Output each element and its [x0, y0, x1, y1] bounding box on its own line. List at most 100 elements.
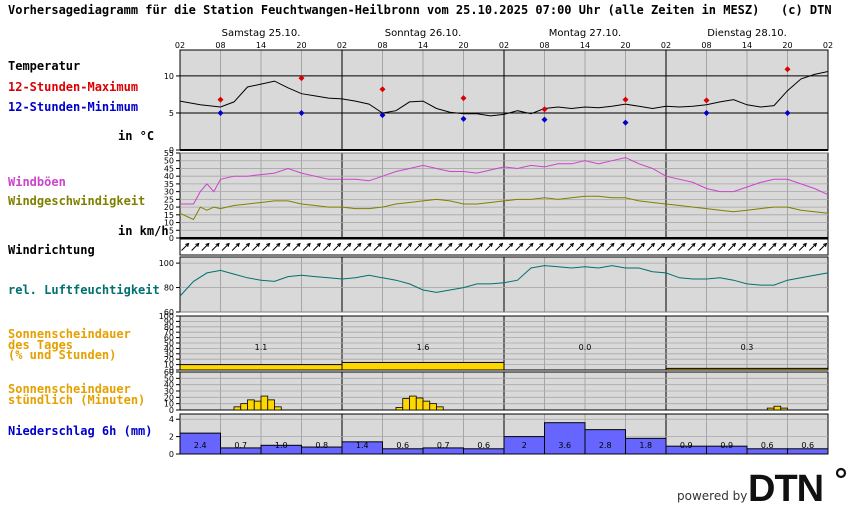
precip-value: 2.4: [194, 441, 207, 450]
sun-hourly-axis-tick-label: 50: [164, 374, 174, 383]
wind-direction-arrow: [596, 242, 605, 251]
hour-tick-label: 02: [175, 41, 185, 50]
hour-tick-label: 02: [499, 41, 509, 50]
wind-direction-arrow: [272, 242, 281, 251]
precip-bar: [584, 429, 626, 455]
sun-hourly-axis-tick-label: 60: [164, 368, 174, 377]
precip-value: 0.9: [720, 441, 733, 450]
hour-tick-label: 14: [418, 41, 428, 50]
wind-axis-tick-label: 35: [164, 180, 174, 189]
wind-direction-arrow: [434, 242, 443, 251]
sun-hourly-bar: [766, 407, 775, 411]
hour-tick-label: 08: [215, 41, 225, 50]
hour-tick-label: 02: [823, 41, 833, 50]
sun-hourly-axis-tick-label: 0: [169, 406, 174, 415]
sun-hourly-bar: [409, 395, 417, 411]
sun-daily-label-2: des Tages: [8, 338, 74, 352]
wind-axis-tick-label: 20: [164, 203, 174, 212]
hour-tick-label: 14: [742, 41, 752, 50]
wind-direction-arrow: [788, 242, 797, 251]
sun-daily-axis-tick-label: 30: [164, 350, 174, 359]
wind-direction-arrow: [768, 242, 777, 251]
min-temp-label: 12-Stunden-Minimum: [8, 100, 139, 114]
hour-tick-label: 14: [580, 41, 590, 50]
wind-direction-arrow: [333, 242, 342, 251]
precip-label: Niederschlag 6h (mm): [8, 424, 153, 438]
wind-direction-arrow: [302, 242, 311, 251]
wind-direction-arrow: [636, 242, 645, 251]
wind-direction-arrow: [545, 242, 554, 251]
wind-direction-arrow: [677, 242, 686, 251]
wind-direction-arrow: [707, 242, 716, 251]
min-temp-point: [379, 112, 386, 119]
wind-direction-arrow: [717, 242, 726, 251]
precip-value: 0.7: [437, 441, 450, 450]
wind-speed-line: [179, 195, 829, 221]
wind-direction-arrow: [322, 242, 332, 251]
humidity-axis-tick-label: 80: [164, 284, 174, 293]
precip-value: 1.8: [639, 441, 652, 450]
wind-direction-arrow: [444, 242, 453, 251]
wind-axis-tick-label: 55: [164, 149, 174, 158]
hour-tick-label: 20: [296, 41, 306, 50]
precip-value: 2.8: [599, 441, 612, 450]
min-temp-point: [703, 109, 710, 116]
dtn-logo: DTN: [748, 467, 848, 511]
wind-direction-arrow: [555, 242, 564, 251]
wind-axis-tick-label: 40: [164, 172, 174, 181]
wind-axis-tick-label: 10: [164, 219, 174, 228]
max-temp-label: 12-Stunden-Maximum: [8, 80, 139, 94]
wind-direction-arrow: [748, 242, 757, 251]
sun-hourly-bar: [395, 407, 404, 411]
humidity-axis-tick-label: 60: [164, 308, 174, 317]
wind-direction-arrow: [667, 242, 676, 251]
sun-hourly-label-1: Sonnenscheindauer: [8, 382, 131, 396]
hour-tick-label: 20: [782, 41, 792, 50]
precip-value: 1.4: [356, 441, 369, 450]
wind-direction-arrow: [808, 242, 818, 251]
sun-daily-axis-tick-label: 20: [164, 355, 174, 364]
max-temp-point: [541, 106, 548, 113]
wind-speed-label: Windgeschwindigkeit: [8, 194, 146, 208]
sun-hourly-bar: [422, 400, 431, 411]
sun-hourly-label-2: stündlich (Minuten): [8, 393, 146, 407]
hour-tick-label: 20: [620, 41, 630, 50]
sun-daily-axis-tick-label: 70: [164, 328, 174, 337]
wind-axis-tick-label: 45: [164, 164, 174, 173]
sun-hourly-bar: [429, 403, 437, 411]
wind-direction-arrow: [353, 242, 362, 251]
sun-hourly-bar: [436, 406, 444, 411]
sun-daily-axis-tick-label: 10: [164, 361, 174, 370]
max-temp-point: [298, 75, 305, 82]
wind-direction-arrow: [181, 242, 190, 251]
chart-title: Vorhersagediagramm für die Station Feuch…: [8, 3, 832, 17]
sun-hourly-bar: [247, 399, 255, 411]
temperature-axis-tick-label: 0: [169, 146, 174, 155]
powered-by-text: powered by: [677, 489, 748, 503]
wind-direction-arrow: [403, 242, 413, 251]
wind-axis-tick-label: 30: [164, 188, 174, 197]
precip-value: 0.6: [801, 441, 814, 450]
hour-tick-label: 08: [539, 41, 549, 50]
sun-hourly-bar: [260, 395, 269, 411]
wind-direction-row: [179, 238, 829, 256]
wind-direction-arrow: [616, 242, 625, 251]
sun-daily-bar: [665, 367, 829, 371]
sun-daily-axis-tick-label: 90: [164, 317, 174, 326]
svg-text:DTN: DTN: [748, 468, 823, 507]
hour-tick-label: 08: [377, 41, 387, 50]
sun-hourly-bar: [233, 406, 242, 411]
sun-hourly-axis-tick-label: 10: [164, 400, 174, 409]
precip-value: 0.6: [761, 441, 774, 450]
max-temp-point: [460, 95, 467, 102]
wind-direction-arrow: [454, 242, 463, 251]
sun-daily-value: 0.0: [579, 343, 592, 352]
day-label: Montag 27.10.: [549, 28, 621, 39]
precip-value: 0.8: [315, 441, 328, 450]
wind-direction-arrow: [211, 242, 220, 251]
precip-axis-tick-label: 0: [169, 450, 174, 459]
sun-hourly-axis-tick-label: 30: [164, 387, 174, 396]
wind-direction-arrow: [586, 242, 595, 251]
min-temp-point: [217, 109, 224, 116]
wind-direction-label: Windrichtung: [8, 243, 95, 257]
